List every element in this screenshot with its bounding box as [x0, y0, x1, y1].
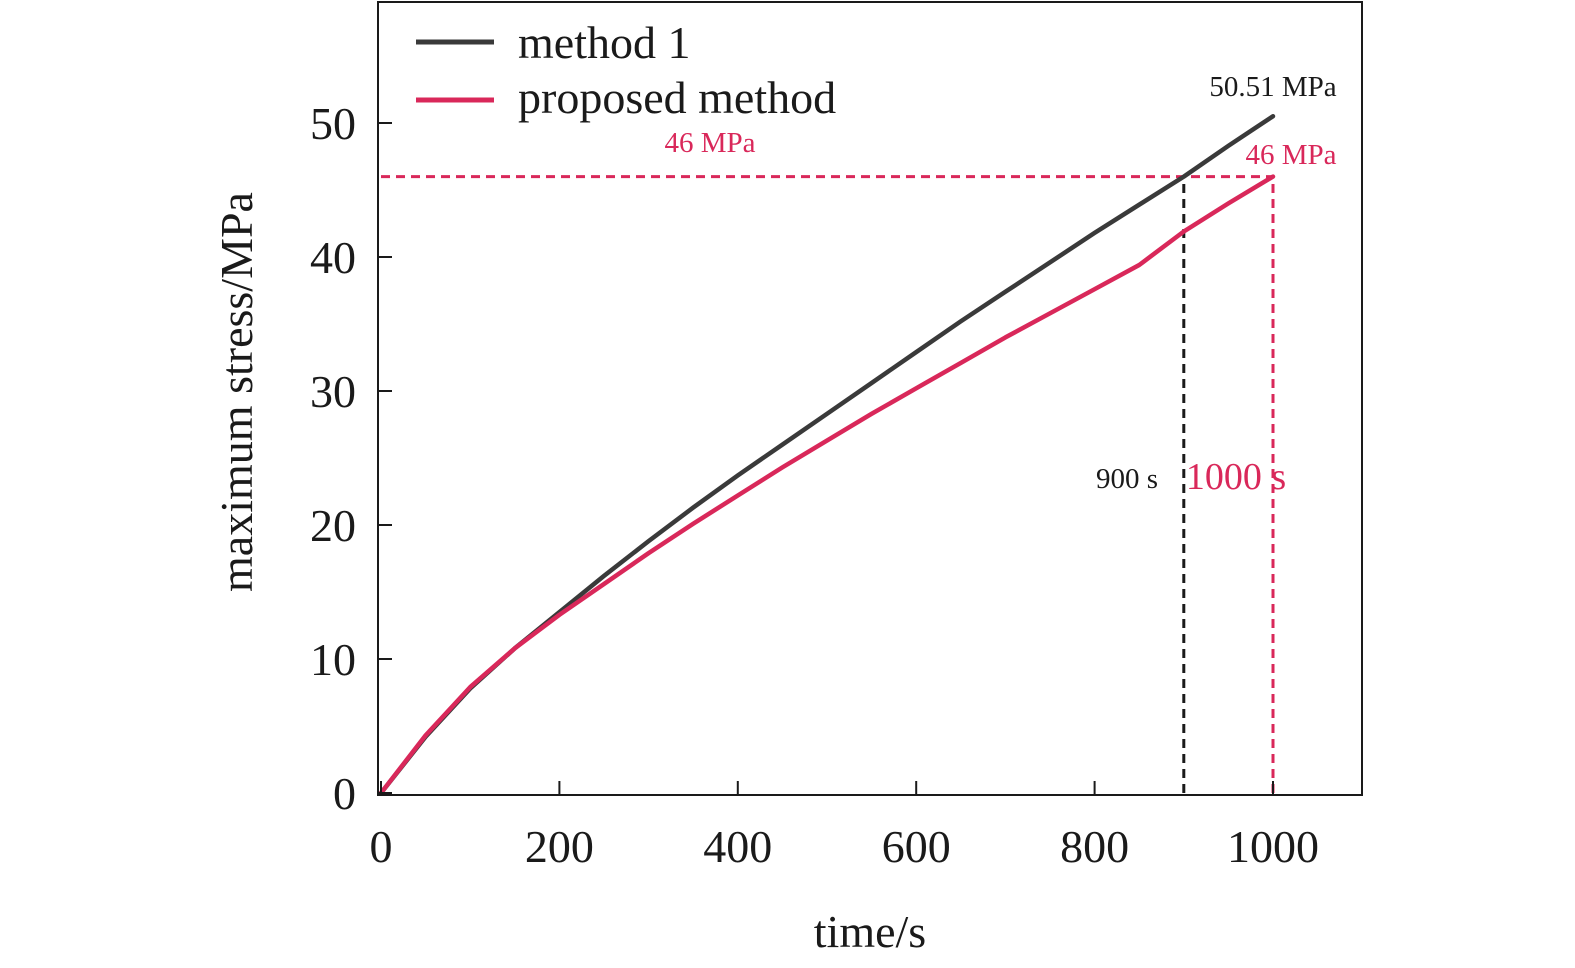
y-tick-label-30: 30	[310, 366, 356, 417]
x-axis-title: time/s	[814, 906, 926, 957]
legend-label-method-1: method 1	[518, 17, 690, 68]
annotation-threshold: 46 MPa	[664, 127, 755, 159]
y-tick-label-40: 40	[310, 232, 356, 283]
y-tick-label-10: 10	[310, 634, 356, 685]
legend: method 1 proposed method	[416, 17, 836, 123]
x-tick-label-1000: 1000	[1227, 821, 1319, 872]
reference-lines	[381, 175, 1275, 793]
plot-frame	[377, 1, 1363, 796]
series-lines	[378, 113, 1276, 796]
x-tick-label-400: 400	[703, 821, 772, 872]
annotation-time-method-1: 900 s	[1096, 463, 1158, 495]
series-line-method-1	[378, 113, 1276, 796]
y-tick-label-50: 50	[310, 98, 356, 149]
axis-ticks: 0 200 400 600 800 1000 0 10 20 30 40 50	[310, 98, 1319, 872]
x-tick-label-200: 200	[525, 821, 594, 872]
x-tick-label-0: 0	[370, 821, 393, 872]
series-line-proposed-method	[378, 174, 1276, 796]
y-tick-label-20: 20	[310, 500, 356, 551]
annotation-time-proposed: 1000 s	[1186, 456, 1286, 498]
x-tick-label-800: 800	[1060, 821, 1129, 872]
annotation-peak-proposed: 46 MPa	[1245, 139, 1336, 171]
annotation-peak-method-1: 50.51 MPa	[1209, 71, 1336, 103]
legend-label-proposed-method: proposed method	[518, 72, 836, 123]
x-tick-label-600: 600	[882, 821, 951, 872]
y-axis-title: maximum stress/MPa	[211, 192, 262, 592]
y-tick-label-0: 0	[333, 768, 356, 819]
